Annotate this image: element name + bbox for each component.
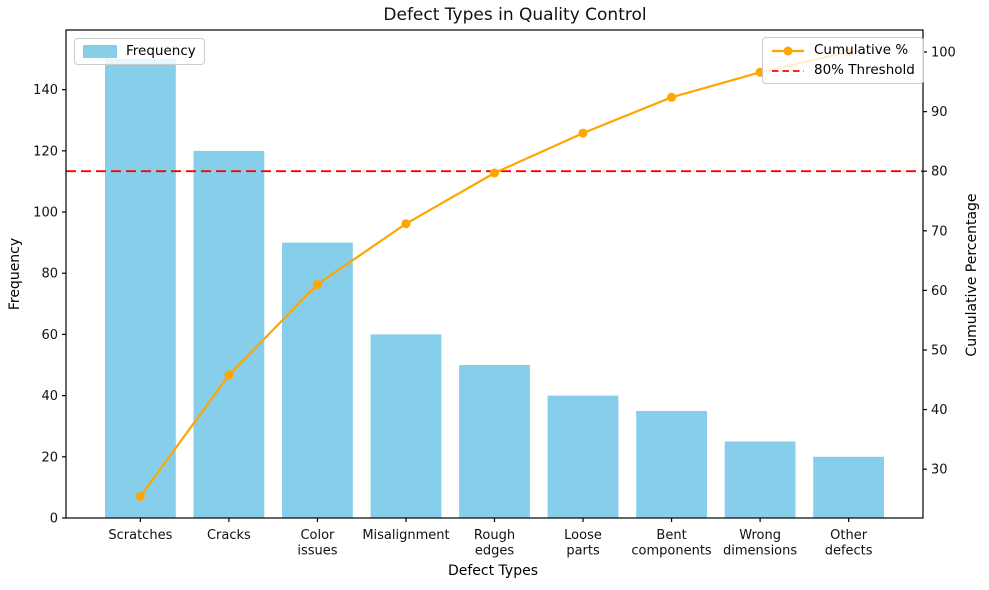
cumulative-marker — [135, 492, 145, 501]
frequency-bar — [724, 441, 796, 518]
legend-frequency-label: Frequency — [126, 43, 196, 59]
chart-title: Defect Types in Quality Control — [383, 5, 647, 25]
frequency-bar — [813, 456, 884, 518]
x-tick-label: Color issues — [297, 528, 337, 559]
cumulative-marker — [667, 92, 677, 102]
right-tick-label: 60 — [931, 284, 948, 299]
cumulative-marker — [490, 168, 499, 178]
left-tick-label: 60 — [41, 328, 58, 343]
right-tick-label: 40 — [931, 403, 948, 418]
x-tick-label: Scratches — [108, 528, 172, 543]
left-tick-label: 80 — [41, 267, 58, 282]
right-tick-label: 50 — [931, 343, 948, 358]
right-tick-label: 90 — [931, 105, 948, 120]
threshold-line-sample — [772, 69, 804, 72]
frequency-bar — [547, 395, 619, 518]
left-tick-label: 100 — [33, 206, 58, 221]
frequency-bar — [105, 59, 176, 518]
legend-threshold-row: 80% Threshold — [771, 62, 915, 79]
left-tick-label: 140 — [33, 83, 58, 98]
cumulative-marker — [401, 219, 411, 229]
legend-cumulative-row: Cumulative % — [771, 42, 915, 59]
legend-frequency: Frequency — [74, 38, 205, 65]
right-tick-label: 100 — [931, 46, 956, 61]
frequency-bar — [193, 150, 265, 518]
left-tick-label: 40 — [41, 389, 58, 404]
frequency-bar — [370, 334, 442, 518]
legend-cumulative: Cumulative % 80% Threshold — [762, 37, 924, 84]
cumulative-marker — [578, 128, 588, 138]
left-tick-label: 120 — [33, 144, 58, 159]
right-tick-label: 80 — [931, 165, 948, 180]
right-tick-label: 70 — [931, 224, 948, 239]
x-tick-label: Misalignment — [362, 528, 449, 543]
cumulative-line-sample — [772, 46, 804, 55]
x-tick-label: Other defects — [825, 528, 873, 559]
x-tick-label: Cracks — [207, 528, 251, 543]
x-axis-label: Defect Types — [447, 563, 539, 579]
x-tick-label: Rough edges — [474, 528, 515, 559]
frequency-bar — [636, 410, 707, 518]
x-tick-label: Bent components — [631, 528, 712, 559]
right-tick-label: 30 — [931, 463, 948, 478]
frequency-bar — [459, 365, 530, 518]
x-tick-label: Loose parts — [564, 528, 602, 559]
legend-frequency-row: Frequency — [83, 43, 196, 60]
left-tick-label: 20 — [41, 450, 58, 465]
cumulative-marker — [224, 370, 234, 380]
frequency-swatch — [83, 45, 117, 58]
x-tick-label: Wrong dimensions — [723, 528, 797, 559]
legend-threshold-label: 80% Threshold — [814, 62, 915, 78]
legend-cumulative-label: Cumulative % — [814, 42, 909, 58]
left-tick-label: 0 — [50, 512, 58, 527]
cumulative-marker — [312, 279, 322, 289]
